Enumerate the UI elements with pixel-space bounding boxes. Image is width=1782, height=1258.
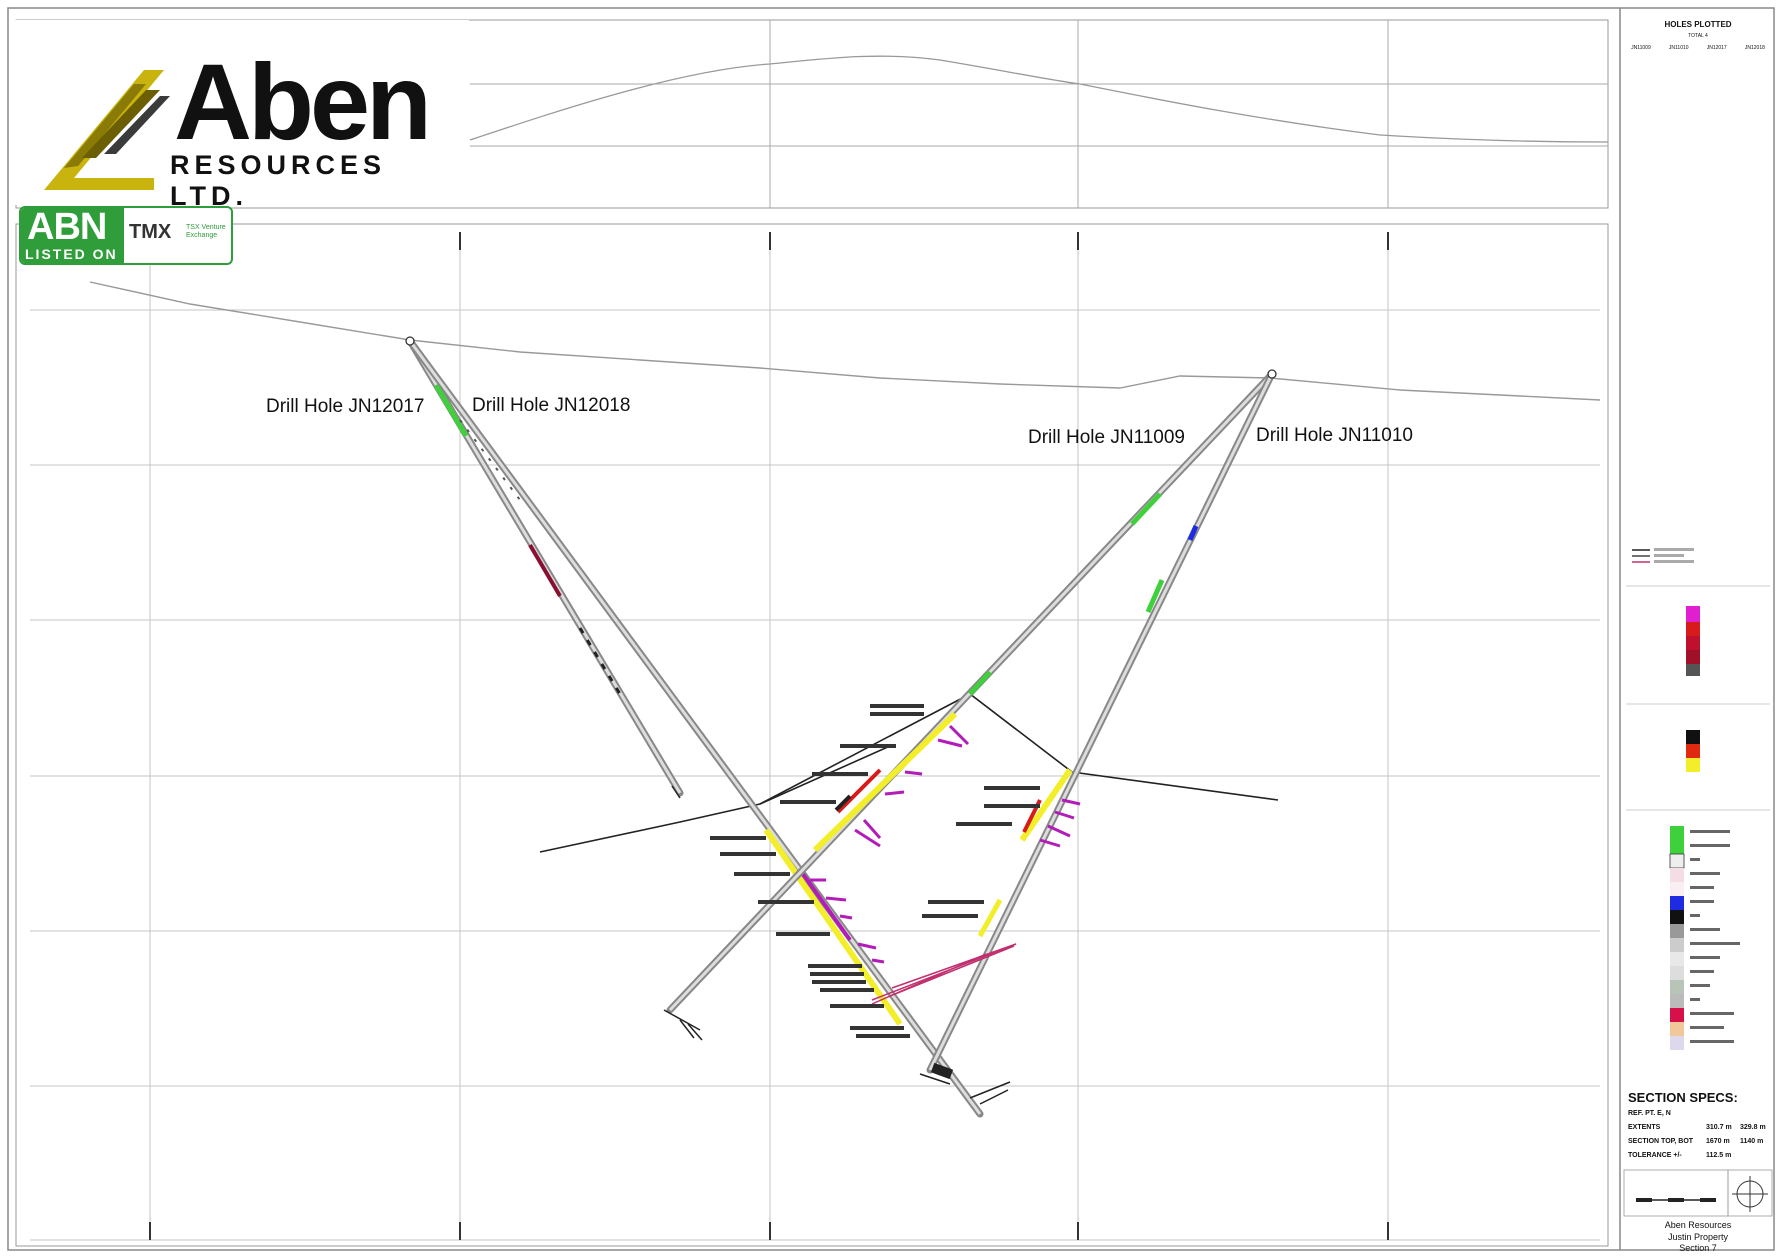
- spec-value: 1140 m: [1740, 1138, 1764, 1145]
- logo-mark-icon: [44, 70, 170, 190]
- spec-value: 329.8 m: [1740, 1124, 1766, 1131]
- scale-and-orientation: [1623, 1169, 1773, 1217]
- spec-value: 1670 m: [1706, 1138, 1730, 1145]
- label-jn11010: Drill Hole JN11010: [1256, 425, 1413, 446]
- label-jn12018: Drill Hole JN12018: [472, 395, 631, 416]
- sheet-border: [7, 7, 1775, 1251]
- drill-hole-jn11010: [926, 370, 1276, 1074]
- company-logo: Aben RESOURCES LTD.: [14, 20, 469, 211]
- spec-label: SECTION TOP, BOT: [1628, 1138, 1694, 1145]
- legend-hole: JN12017: [1706, 45, 1727, 51]
- logo-subtitle: RESOURCES LTD.: [170, 150, 387, 211]
- badge-exchange-logo: TMX: [129, 221, 172, 243]
- label-jn12017: Drill Hole JN12017: [266, 396, 425, 417]
- badge-ticker-panel: [21, 208, 124, 263]
- plan-grid: [470, 20, 1608, 208]
- legend-hole: JN12018: [1744, 45, 1765, 51]
- spec-label: TOLERANCE +/-: [1628, 1152, 1682, 1159]
- label-jn11009: Drill Hole JN11009: [1028, 427, 1185, 448]
- legend-title: HOLES PLOTTED: [1664, 20, 1732, 29]
- assay-histogram: [810, 724, 1081, 964]
- spec-label: EXTENTS: [1628, 1124, 1661, 1131]
- title-company: Aben Resources: [1664, 1220, 1732, 1230]
- logo-wordmark: Aben: [174, 41, 432, 162]
- badge-listed-on: LISTED ON: [25, 246, 118, 262]
- section-specs-title: SECTION SPECS:: [1628, 1090, 1738, 1105]
- badge-exchange-name: TSX Venture Exchange: [186, 224, 226, 240]
- topographic-surface: [89, 281, 1601, 401]
- spec-row: REF. PT. E, N: [1628, 1110, 1768, 1117]
- title-block: Aben Resources Justin Property Section 7: [1622, 1220, 1774, 1255]
- grid-ticks: [149, 232, 1389, 1240]
- collar-west: [405, 336, 415, 346]
- intercept-annotations: [710, 704, 1040, 1038]
- exchange-listing-badge: ABN LISTED ON TMX TSX Venture Exchange: [19, 206, 233, 265]
- legend-hole: JN11009: [1631, 45, 1651, 51]
- spec-row: EXTENTS 310.7 m 329.8 m: [1628, 1124, 1768, 1131]
- title-section: Section 7: [1679, 1243, 1717, 1254]
- spec-value: [1706, 1110, 1740, 1117]
- legend-panel: HOLES PLOTTED TOTAL 4 JN11009 JN11010 JN…: [1622, 10, 1774, 1253]
- interpreted-vein-lines: [871, 943, 1017, 1005]
- plan-profile-line: [469, 55, 1609, 143]
- spec-label: REF. PT. E, N: [1628, 1110, 1671, 1117]
- drill-hole-jn12018: [406, 337, 984, 1118]
- legend-hole-list: JN11009 JN11010 JN12017 JN12018: [1622, 45, 1774, 51]
- section-grid: [30, 232, 1600, 1241]
- spec-value: 310.7 m: [1706, 1124, 1732, 1131]
- hole-end-block: [930, 1062, 954, 1080]
- drill-hole-jn12017: [406, 337, 684, 797]
- title-property: Justin Property: [1667, 1231, 1729, 1242]
- section-box: [15, 223, 1609, 1247]
- legend-hole: JN11010: [1668, 45, 1689, 51]
- collar-east: [1267, 369, 1277, 379]
- spec-value: 112.5 m: [1706, 1152, 1732, 1159]
- legend-swatches: [1626, 548, 1770, 1050]
- spec-row: SECTION TOP, BOT 1670 m 1140 m: [1628, 1138, 1768, 1145]
- spec-row: TOLERANCE +/- 112.5 m: [1628, 1152, 1768, 1159]
- hole-end-markers: [663, 785, 1011, 1105]
- legend-total: TOTAL 4: [1688, 33, 1708, 39]
- interpreted-contact-line: [539, 693, 1279, 853]
- badge-ticker: ABN: [27, 206, 107, 248]
